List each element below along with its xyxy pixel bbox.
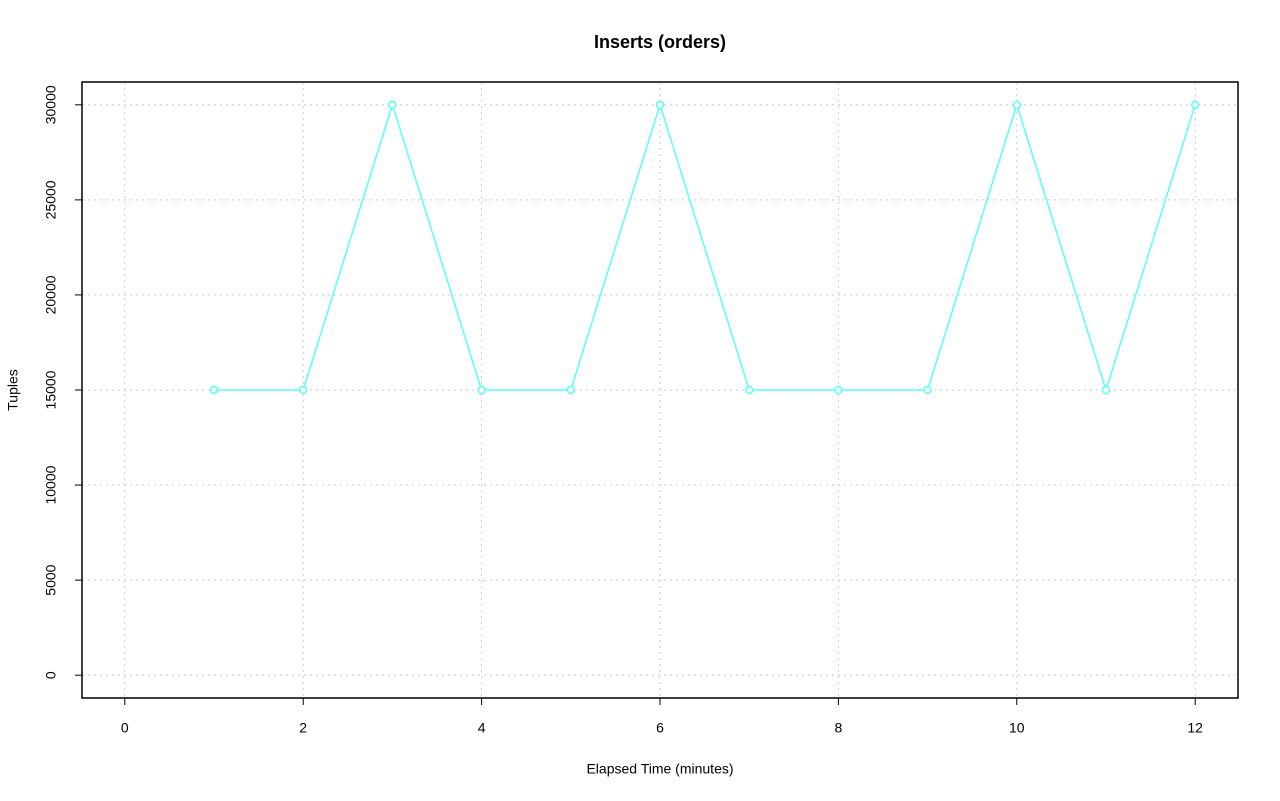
point	[477, 385, 486, 395]
y-axis-label: Tuples	[5, 369, 21, 411]
point	[834, 385, 843, 395]
x-tick-label: 8	[834, 720, 842, 736]
chart-title: Inserts (orders)	[594, 32, 726, 52]
point	[655, 100, 665, 110]
y-tick-label: 10000	[43, 465, 59, 504]
point	[209, 385, 219, 395]
point	[1101, 385, 1111, 395]
y-tick-label: 5000	[43, 564, 59, 595]
x-axis-label: Elapsed Time (minutes)	[586, 761, 733, 777]
y-tick-label: 25000	[43, 180, 59, 219]
x-tick-label: 12	[1187, 720, 1203, 736]
y-tick-label: 20000	[43, 275, 59, 314]
point	[298, 385, 308, 395]
x-tick-label: 0	[121, 720, 129, 736]
plot-frame	[81, 81, 1239, 699]
x-tick-label: 6	[656, 720, 664, 736]
y-tick-label: 30000	[43, 85, 59, 124]
y-tick-label: 0	[43, 671, 59, 679]
line	[214, 102, 1196, 393]
point	[744, 385, 754, 395]
x-tick-label: 2	[299, 720, 307, 736]
point	[388, 100, 397, 110]
point	[566, 385, 576, 395]
y-tick-label: 15000	[43, 370, 59, 409]
x-tick-label: 10	[1009, 720, 1025, 736]
point	[1012, 100, 1022, 110]
point	[1190, 100, 1200, 110]
x-tick-label: 4	[478, 720, 486, 736]
point	[923, 385, 932, 395]
